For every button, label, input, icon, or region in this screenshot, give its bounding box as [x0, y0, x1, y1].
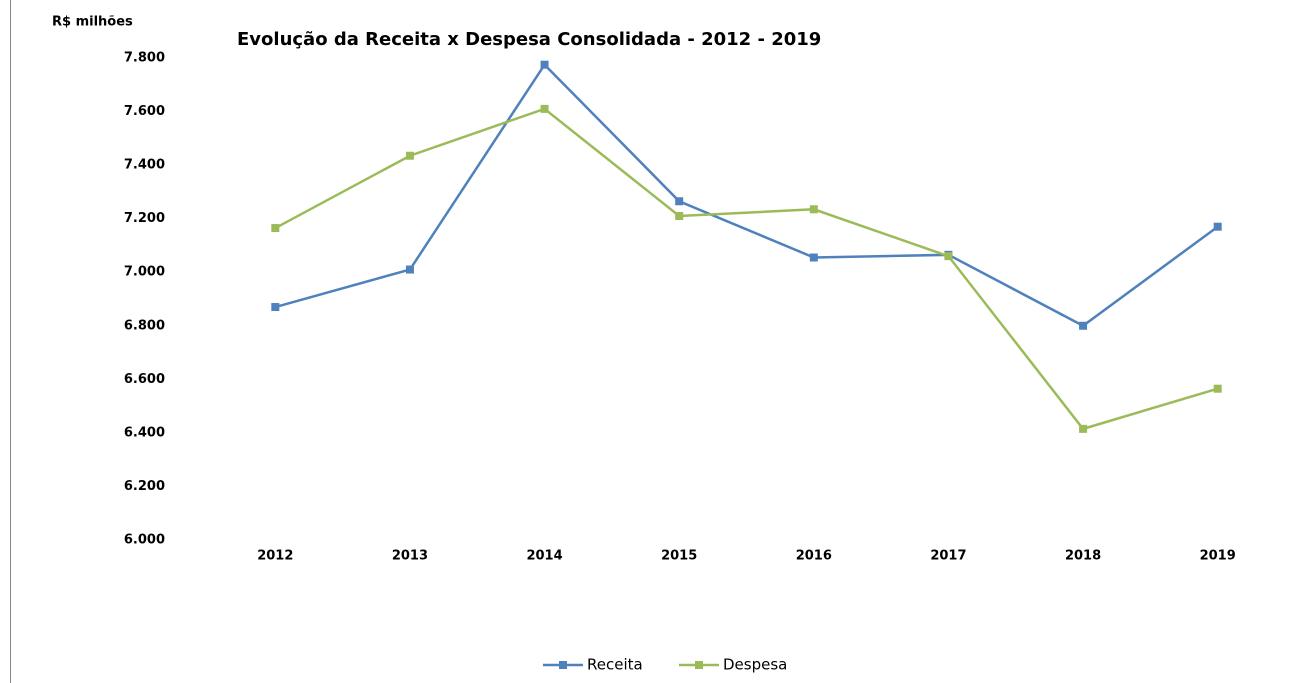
y-tick-label: 6.400 — [124, 425, 165, 440]
y-tick-label: 7.600 — [124, 104, 165, 119]
series-line — [274, 107, 1219, 431]
legend-label: Despesa — [723, 656, 787, 674]
data-point — [944, 252, 953, 261]
data-point — [809, 253, 818, 262]
data-point — [1213, 384, 1222, 393]
y-tick-label: 7.400 — [124, 158, 165, 173]
data-point — [675, 197, 684, 206]
data-point — [405, 151, 414, 160]
y-tick-label: 6.600 — [124, 372, 165, 387]
data-point — [540, 104, 549, 113]
data-point — [675, 211, 684, 220]
legend-marker — [695, 661, 703, 669]
legend-marker — [559, 661, 567, 669]
x-tick-label: 2013 — [392, 549, 428, 564]
legend-label: Receita — [587, 656, 643, 674]
y-tick-label: 6.800 — [124, 318, 165, 333]
y-tick-label: 7.800 — [124, 51, 165, 66]
y-tick-label: 7.000 — [124, 265, 165, 280]
x-tick-label: 2017 — [930, 549, 966, 564]
x-tick-label: 2018 — [1065, 549, 1101, 564]
data-point — [271, 224, 280, 233]
y-axis-label: R$ milhões — [52, 15, 133, 30]
chart-title: Evolução da Receita x Despesa Consolidad… — [237, 29, 821, 50]
data-point — [540, 60, 549, 69]
data-point — [271, 303, 280, 312]
y-tick-label: 6.200 — [124, 479, 165, 494]
x-tick-label: 2012 — [257, 549, 293, 564]
data-point — [405, 265, 414, 274]
data-point — [1079, 424, 1088, 433]
data-point — [1079, 321, 1088, 330]
y-tick-label: 7.200 — [124, 211, 165, 226]
x-tick-label: 2014 — [526, 549, 562, 564]
x-tick-label: 2016 — [796, 549, 832, 564]
data-point — [1213, 222, 1222, 231]
series-line — [274, 62, 1219, 328]
x-tick-label: 2015 — [661, 549, 697, 564]
data-point — [809, 205, 818, 214]
x-tick-label: 2019 — [1200, 549, 1236, 564]
y-tick-label: 6.000 — [124, 533, 165, 548]
